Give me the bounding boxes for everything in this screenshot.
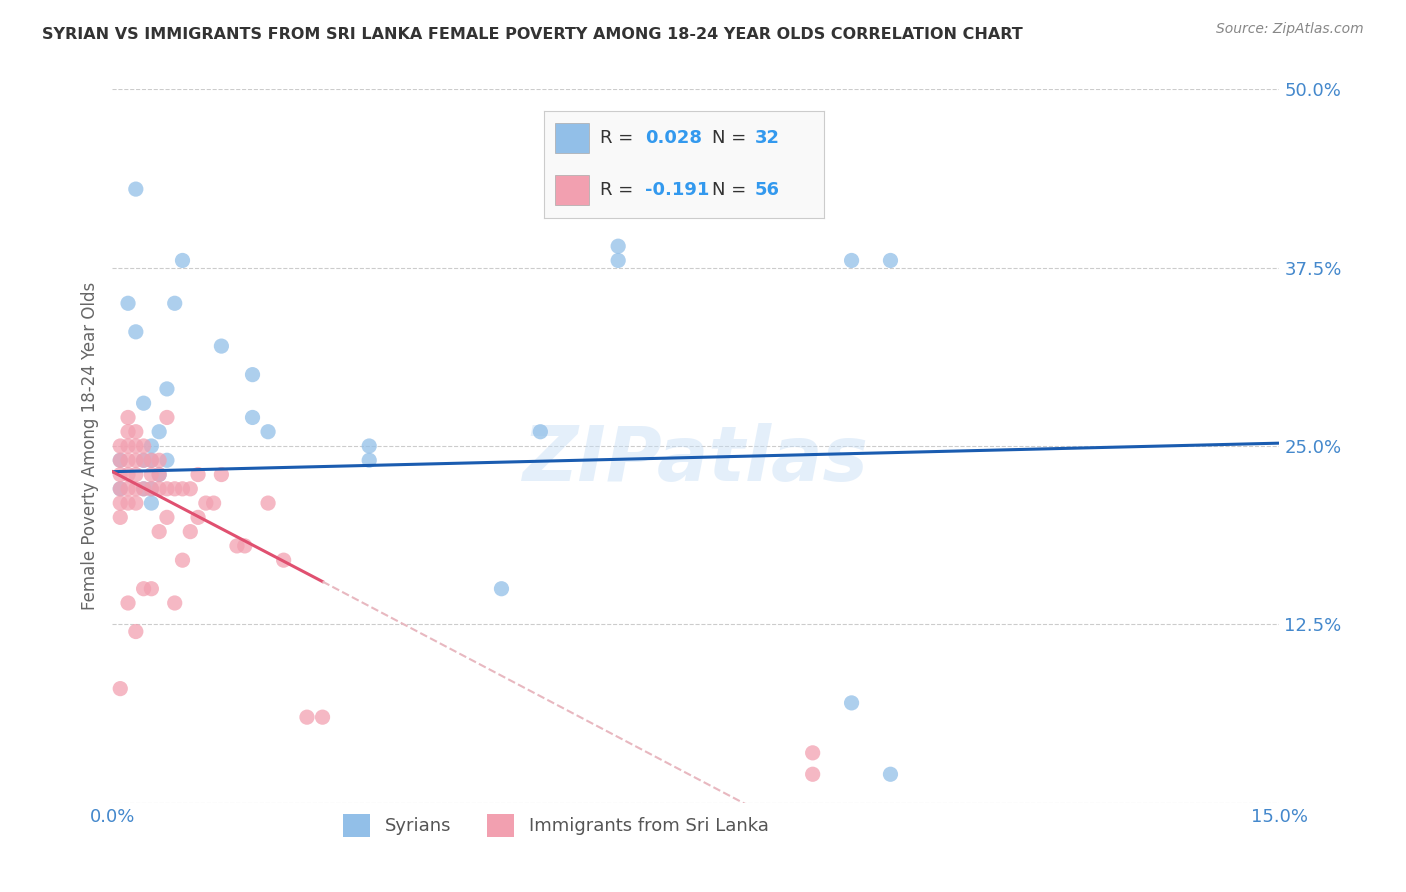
Point xyxy=(117,453,139,467)
Point xyxy=(132,582,155,596)
Point xyxy=(110,482,132,496)
Point xyxy=(110,482,132,496)
Point xyxy=(125,425,148,439)
Point xyxy=(194,496,217,510)
Point xyxy=(132,482,155,496)
Text: Source: ZipAtlas.com: Source: ZipAtlas.com xyxy=(1216,22,1364,37)
Point xyxy=(233,539,256,553)
Point xyxy=(156,482,179,496)
Point xyxy=(125,624,148,639)
Point xyxy=(187,510,209,524)
Point xyxy=(148,482,170,496)
Point xyxy=(141,582,163,596)
Point xyxy=(110,467,132,482)
Point xyxy=(125,482,148,496)
Point xyxy=(141,482,163,496)
Point xyxy=(179,482,201,496)
Point xyxy=(148,425,170,439)
Point xyxy=(491,582,513,596)
Point xyxy=(110,453,132,467)
Point xyxy=(156,410,179,425)
Point xyxy=(132,453,155,467)
Point xyxy=(125,325,148,339)
Point xyxy=(202,496,225,510)
Point xyxy=(529,425,551,439)
Point xyxy=(125,182,148,196)
Point xyxy=(172,553,194,567)
Point xyxy=(132,453,155,467)
Point xyxy=(179,524,201,539)
Point xyxy=(141,453,163,467)
Point xyxy=(110,510,132,524)
Point xyxy=(156,453,179,467)
Point xyxy=(209,339,232,353)
Point xyxy=(156,510,179,524)
Point xyxy=(879,767,901,781)
Point xyxy=(156,382,179,396)
Point xyxy=(209,467,232,482)
Point xyxy=(117,482,139,496)
Text: ZIPatlas: ZIPatlas xyxy=(523,424,869,497)
Point xyxy=(117,467,139,482)
Point xyxy=(607,239,630,253)
Point xyxy=(163,596,186,610)
Point xyxy=(117,496,139,510)
Point xyxy=(141,467,163,482)
Point xyxy=(841,253,863,268)
Point xyxy=(148,524,170,539)
Legend: Syrians, Immigrants from Sri Lanka: Syrians, Immigrants from Sri Lanka xyxy=(336,807,776,844)
Point xyxy=(117,596,139,610)
Point xyxy=(148,453,170,467)
Point xyxy=(141,482,163,496)
Point xyxy=(110,453,132,467)
Point xyxy=(110,681,132,696)
Point xyxy=(242,368,264,382)
Point xyxy=(172,253,194,268)
Point xyxy=(141,496,163,510)
Point xyxy=(148,467,170,482)
Point xyxy=(273,553,295,567)
Point xyxy=(125,496,148,510)
Point xyxy=(242,410,264,425)
Point xyxy=(801,767,824,781)
Point xyxy=(117,296,139,310)
Point xyxy=(148,467,170,482)
Point xyxy=(311,710,333,724)
Point xyxy=(879,253,901,268)
Point xyxy=(257,496,280,510)
Point xyxy=(607,253,630,268)
Point xyxy=(187,467,209,482)
Point xyxy=(110,496,132,510)
Point xyxy=(117,410,139,425)
Point xyxy=(125,453,148,467)
Y-axis label: Female Poverty Among 18-24 Year Olds: Female Poverty Among 18-24 Year Olds xyxy=(80,282,98,610)
Point xyxy=(132,396,155,410)
Point xyxy=(141,439,163,453)
Point xyxy=(132,482,155,496)
Point xyxy=(163,482,186,496)
Point xyxy=(359,439,381,453)
Point xyxy=(226,539,249,553)
Point xyxy=(132,439,155,453)
Point xyxy=(125,439,148,453)
Text: SYRIAN VS IMMIGRANTS FROM SRI LANKA FEMALE POVERTY AMONG 18-24 YEAR OLDS CORRELA: SYRIAN VS IMMIGRANTS FROM SRI LANKA FEMA… xyxy=(42,27,1024,42)
Point xyxy=(125,467,148,482)
Point xyxy=(117,439,139,453)
Point xyxy=(117,425,139,439)
Point xyxy=(110,439,132,453)
Point xyxy=(295,710,318,724)
Point xyxy=(257,425,280,439)
Point xyxy=(141,453,163,467)
Point xyxy=(359,453,381,467)
Point xyxy=(163,296,186,310)
Point xyxy=(172,482,194,496)
Point xyxy=(841,696,863,710)
Point xyxy=(801,746,824,760)
